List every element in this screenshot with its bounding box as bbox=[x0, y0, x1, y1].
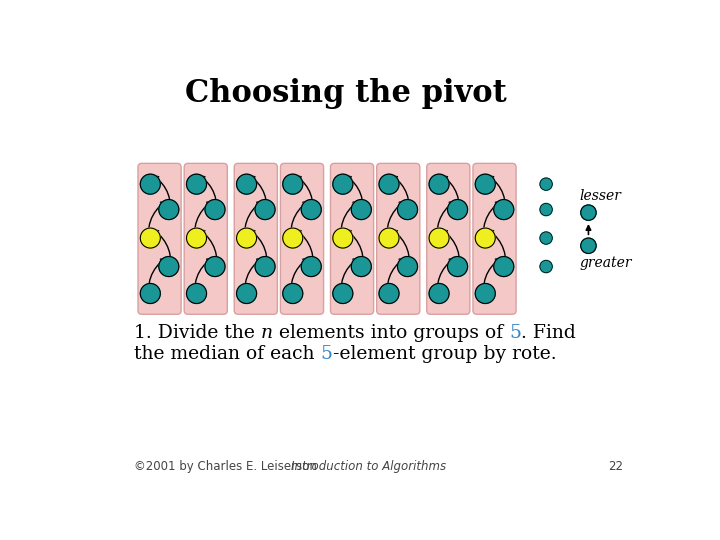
Circle shape bbox=[540, 260, 552, 273]
Circle shape bbox=[475, 174, 495, 194]
Circle shape bbox=[379, 174, 399, 194]
Circle shape bbox=[159, 256, 179, 276]
Circle shape bbox=[475, 284, 495, 303]
Circle shape bbox=[429, 228, 449, 248]
Text: elements into groups of: elements into groups of bbox=[273, 324, 509, 342]
FancyBboxPatch shape bbox=[473, 164, 516, 314]
Text: 22: 22 bbox=[608, 460, 623, 473]
Circle shape bbox=[397, 200, 418, 220]
Circle shape bbox=[140, 284, 161, 303]
Circle shape bbox=[494, 200, 514, 220]
FancyBboxPatch shape bbox=[377, 164, 420, 314]
Circle shape bbox=[333, 174, 353, 194]
Circle shape bbox=[140, 228, 161, 248]
Circle shape bbox=[351, 200, 372, 220]
Text: . Find: . Find bbox=[521, 324, 576, 342]
Circle shape bbox=[186, 228, 207, 248]
Circle shape bbox=[429, 284, 449, 303]
Circle shape bbox=[333, 228, 353, 248]
Text: Introduction to Algorithms: Introduction to Algorithms bbox=[292, 460, 446, 473]
FancyBboxPatch shape bbox=[138, 164, 181, 314]
Circle shape bbox=[581, 205, 596, 220]
Circle shape bbox=[237, 284, 256, 303]
Circle shape bbox=[237, 174, 256, 194]
Circle shape bbox=[237, 228, 256, 248]
Circle shape bbox=[540, 178, 552, 190]
Circle shape bbox=[159, 200, 179, 220]
FancyBboxPatch shape bbox=[330, 164, 374, 314]
Text: lesser: lesser bbox=[579, 188, 621, 202]
Circle shape bbox=[379, 228, 399, 248]
Text: greater: greater bbox=[579, 255, 631, 269]
Circle shape bbox=[333, 284, 353, 303]
Text: Choosing the pivot: Choosing the pivot bbox=[185, 78, 507, 109]
FancyBboxPatch shape bbox=[234, 164, 277, 314]
Circle shape bbox=[540, 232, 552, 244]
FancyBboxPatch shape bbox=[184, 164, 228, 314]
Text: n: n bbox=[261, 324, 273, 342]
Circle shape bbox=[540, 204, 552, 215]
Circle shape bbox=[205, 256, 225, 276]
Circle shape bbox=[448, 200, 467, 220]
Text: -element group by rote.: -element group by rote. bbox=[333, 345, 557, 362]
Circle shape bbox=[255, 200, 275, 220]
Circle shape bbox=[301, 256, 321, 276]
Text: the median of each: the median of each bbox=[134, 345, 320, 362]
Circle shape bbox=[140, 174, 161, 194]
Circle shape bbox=[475, 228, 495, 248]
Circle shape bbox=[283, 174, 303, 194]
Circle shape bbox=[429, 174, 449, 194]
Text: 5: 5 bbox=[320, 345, 333, 362]
Circle shape bbox=[379, 284, 399, 303]
Circle shape bbox=[301, 200, 321, 220]
Text: 1. Divide the: 1. Divide the bbox=[134, 324, 261, 342]
Text: ©2001 by Charles E. Leiserson: ©2001 by Charles E. Leiserson bbox=[134, 460, 317, 473]
Circle shape bbox=[581, 238, 596, 253]
Circle shape bbox=[448, 256, 467, 276]
Circle shape bbox=[186, 174, 207, 194]
FancyBboxPatch shape bbox=[281, 164, 323, 314]
Circle shape bbox=[494, 256, 514, 276]
Circle shape bbox=[205, 200, 225, 220]
Circle shape bbox=[186, 284, 207, 303]
Circle shape bbox=[397, 256, 418, 276]
Circle shape bbox=[255, 256, 275, 276]
Circle shape bbox=[283, 228, 303, 248]
Circle shape bbox=[351, 256, 372, 276]
FancyBboxPatch shape bbox=[427, 164, 470, 314]
Text: 5: 5 bbox=[509, 324, 521, 342]
Circle shape bbox=[283, 284, 303, 303]
